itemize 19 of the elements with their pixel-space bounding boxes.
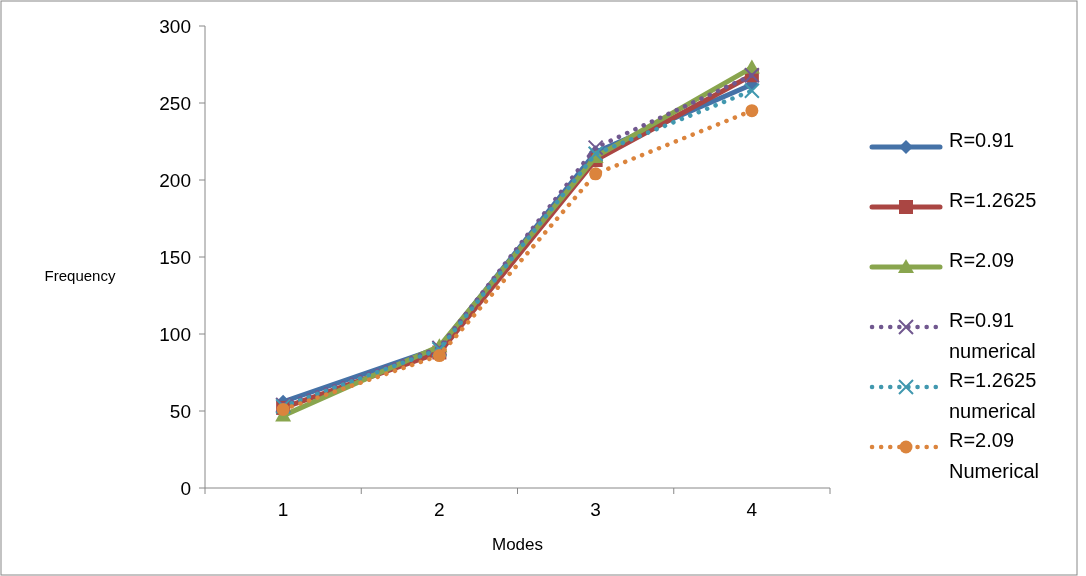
y-tick-label: 150 [159,246,191,268]
x-tick-label: 2 [434,499,445,520]
legend-label: R=0.91 [949,129,1015,151]
legend-label: R=0.91 numerical [949,309,1036,362]
legend-label: R=1.2625 [949,189,1037,211]
y-axis-title: Frequency [44,267,116,284]
legend-label: R=1.2625 numerical [949,369,1037,422]
y-tick-label: 50 [169,400,191,422]
x-tick-label: 3 [590,499,601,520]
legend-label: R=2.09 Numerical [949,429,1040,482]
y-tick-label: 100 [159,323,191,345]
x-tick-label: 1 [277,499,289,520]
y-tick-label: 0 [180,477,191,499]
x-axis-title: Modes [491,535,544,554]
y-tick-label: 200 [159,169,191,191]
y-tick-label: 300 [159,15,191,37]
legend-label: R=2.09 [949,249,1015,271]
y-tick-label: 250 [159,92,191,114]
x-tick-label: 4 [746,499,758,520]
